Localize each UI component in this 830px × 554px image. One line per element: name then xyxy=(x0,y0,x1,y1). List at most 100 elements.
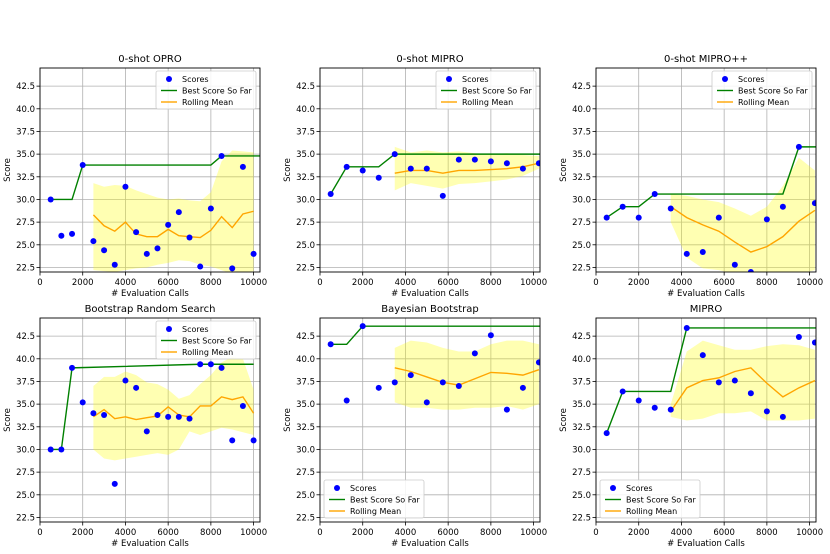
legend-box xyxy=(435,70,537,110)
legend-label: Best Score So Far xyxy=(462,87,532,96)
y-tick-label: 37.5 xyxy=(296,127,315,137)
legend-label: Rolling Mean xyxy=(626,507,677,516)
x-tick-label: 10000 xyxy=(520,528,547,538)
x-axis-label: # Evaluation Calls xyxy=(111,289,189,299)
y-tick-label: 25.0 xyxy=(296,491,315,501)
x-tick-label: 6000 xyxy=(437,278,459,288)
score-point xyxy=(175,209,182,216)
y-tick-label: 25.0 xyxy=(572,241,591,251)
legend: Scores Best Score So Far Rolling Mean xyxy=(155,70,257,110)
rolling-mean-band xyxy=(394,340,539,410)
x-axis-label: # Evaluation Calls xyxy=(391,289,469,299)
rolling-mean-line xyxy=(394,367,540,386)
x-tick-label: 8000 xyxy=(480,278,502,288)
score-point xyxy=(101,412,108,419)
x-tick-label: 10000 xyxy=(240,528,267,538)
score-point xyxy=(175,413,182,420)
x-tick-label: 4000 xyxy=(671,278,693,288)
legend-scores-marker xyxy=(334,485,340,491)
score-point xyxy=(122,377,129,384)
score-point xyxy=(635,214,642,221)
y-tick-label: 27.5 xyxy=(16,468,35,478)
x-tick-label: 8000 xyxy=(200,278,222,288)
y-axis-label: Score xyxy=(283,158,293,182)
score-point xyxy=(327,191,334,198)
y-tick-label: 42.5 xyxy=(296,82,315,92)
legend-label: Rolling Mean xyxy=(182,98,233,107)
plot-area xyxy=(47,150,260,272)
axes-frame xyxy=(319,67,541,273)
y-tick-label: 30.0 xyxy=(16,445,35,455)
score-point xyxy=(343,397,350,404)
score-point xyxy=(747,269,754,272)
y-tick-label: 42.5 xyxy=(296,332,315,342)
score-point xyxy=(111,261,118,268)
x-tick-label: 0 xyxy=(317,278,322,288)
score-point xyxy=(763,408,770,415)
score-point xyxy=(683,324,690,331)
x-tick-label: 0 xyxy=(593,278,598,288)
y-tick-label: 30.0 xyxy=(296,195,315,205)
y-tick-label: 22.5 xyxy=(572,513,591,523)
score-point xyxy=(487,158,494,165)
score-point xyxy=(79,399,86,406)
legend-label: Scores xyxy=(462,75,489,84)
score-point xyxy=(229,265,236,272)
rolling-mean-band xyxy=(394,146,539,191)
score-point xyxy=(58,232,65,239)
y-axis-label: Score xyxy=(559,158,569,182)
score-point xyxy=(375,174,382,181)
rolling-mean-line xyxy=(93,396,255,421)
score-point xyxy=(423,165,430,172)
rolling-mean-band xyxy=(93,150,254,272)
score-point xyxy=(327,341,334,348)
y-tick-label: 40.0 xyxy=(16,355,35,365)
y-tick-label: 22.5 xyxy=(16,263,35,273)
y-tick-label: 40.0 xyxy=(296,355,315,365)
rolling-mean-line xyxy=(92,210,254,239)
y-tick-label: 30.0 xyxy=(296,445,315,455)
score-point xyxy=(186,415,193,422)
y-tick-label: 32.5 xyxy=(296,173,315,183)
legend-label: Best Score So Far xyxy=(626,496,696,505)
y-tick-label: 25.0 xyxy=(572,491,591,501)
score-point xyxy=(250,250,257,257)
x-tick-label: 10000 xyxy=(796,528,823,538)
score-point xyxy=(519,165,526,172)
x-tick-label: 4000 xyxy=(115,528,137,538)
legend-label: Scores xyxy=(350,484,377,493)
y-tick-label: 42.5 xyxy=(572,332,591,342)
x-axis-label: # Evaluation Calls xyxy=(667,539,745,549)
score-point xyxy=(715,379,722,386)
legend-scores-marker xyxy=(722,76,728,82)
y-tick-label: 35.0 xyxy=(572,150,591,160)
x-tick-label: 8000 xyxy=(756,278,778,288)
score-point xyxy=(811,200,816,207)
x-tick-label: 2000 xyxy=(72,278,94,288)
chart-panel-1: 0 2000 4000 6000 8000 10000 22.5 25.0 27.5 30.0 32… xyxy=(3,54,267,299)
y-tick-label: 37.5 xyxy=(16,127,35,137)
x-tick-label: 0 xyxy=(37,528,42,538)
best-score-line xyxy=(606,327,816,434)
score-point xyxy=(47,446,54,453)
y-tick-label: 37.5 xyxy=(16,377,35,387)
score-point xyxy=(651,191,658,198)
legend-box xyxy=(155,70,257,110)
legend-label: Best Score So Far xyxy=(350,496,420,505)
x-tick-label: 0 xyxy=(593,528,598,538)
y-tick-label: 27.5 xyxy=(16,218,35,228)
y-tick-label: 30.0 xyxy=(16,195,35,205)
x-tick-label: 0 xyxy=(317,528,322,538)
score-point xyxy=(667,406,674,413)
score-point xyxy=(69,230,76,237)
score-point xyxy=(197,361,204,368)
chart-title: 0-shot MIPRO xyxy=(396,54,463,65)
score-point xyxy=(111,480,118,487)
y-tick-label: 27.5 xyxy=(572,468,591,478)
score-point xyxy=(455,156,462,163)
x-tick-label: 4000 xyxy=(395,528,417,538)
score-point xyxy=(391,151,398,158)
score-point xyxy=(207,205,214,212)
best-score-line xyxy=(330,325,540,345)
